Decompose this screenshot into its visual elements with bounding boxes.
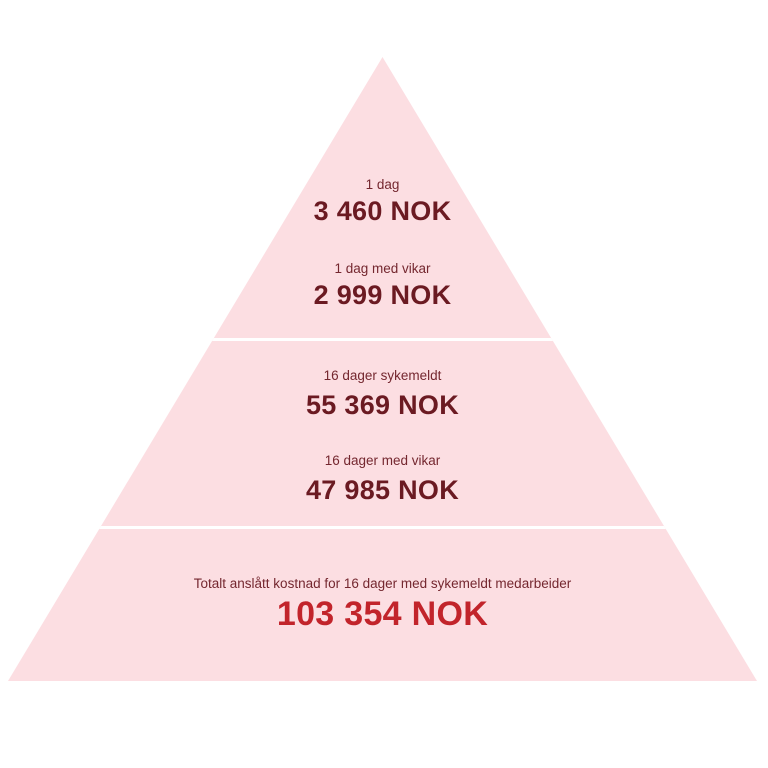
cost-label: 16 dager med vikar bbox=[324, 453, 441, 468]
cost-row-16-days-sick: 16 dager sykemeldt 55 369 NOK bbox=[8, 367, 757, 422]
cost-label: 1 dag bbox=[365, 177, 400, 192]
cost-row-1-day: 1 dag 3 460 NOK bbox=[8, 176, 757, 228]
tier-divider-upper bbox=[8, 338, 757, 341]
cost-row-1-day-with-temp: 1 dag med vikar 2 999 NOK bbox=[8, 260, 757, 312]
cost-row-total: Totalt anslått kostnad for 16 dager med … bbox=[8, 574, 757, 634]
total-cost-value: 103 354 NOK bbox=[276, 595, 489, 633]
cost-label: 1 dag med vikar bbox=[334, 261, 431, 276]
cost-value: 55 369 NOK bbox=[305, 390, 460, 420]
cost-value: 47 985 NOK bbox=[305, 475, 460, 505]
total-cost-label: Totalt anslått kostnad for 16 dager med … bbox=[193, 576, 572, 591]
cost-label: 16 dager sykemeldt bbox=[323, 368, 442, 383]
tier-divider-lower bbox=[8, 526, 757, 529]
cost-value: 2 999 NOK bbox=[313, 280, 452, 310]
cost-value: 3 460 NOK bbox=[313, 196, 452, 226]
pyramid-shape: 1 dag 3 460 NOK 1 dag med vikar 2 999 NO… bbox=[8, 57, 757, 681]
cost-row-16-days-with-temp: 16 dager med vikar 47 985 NOK bbox=[8, 452, 757, 507]
